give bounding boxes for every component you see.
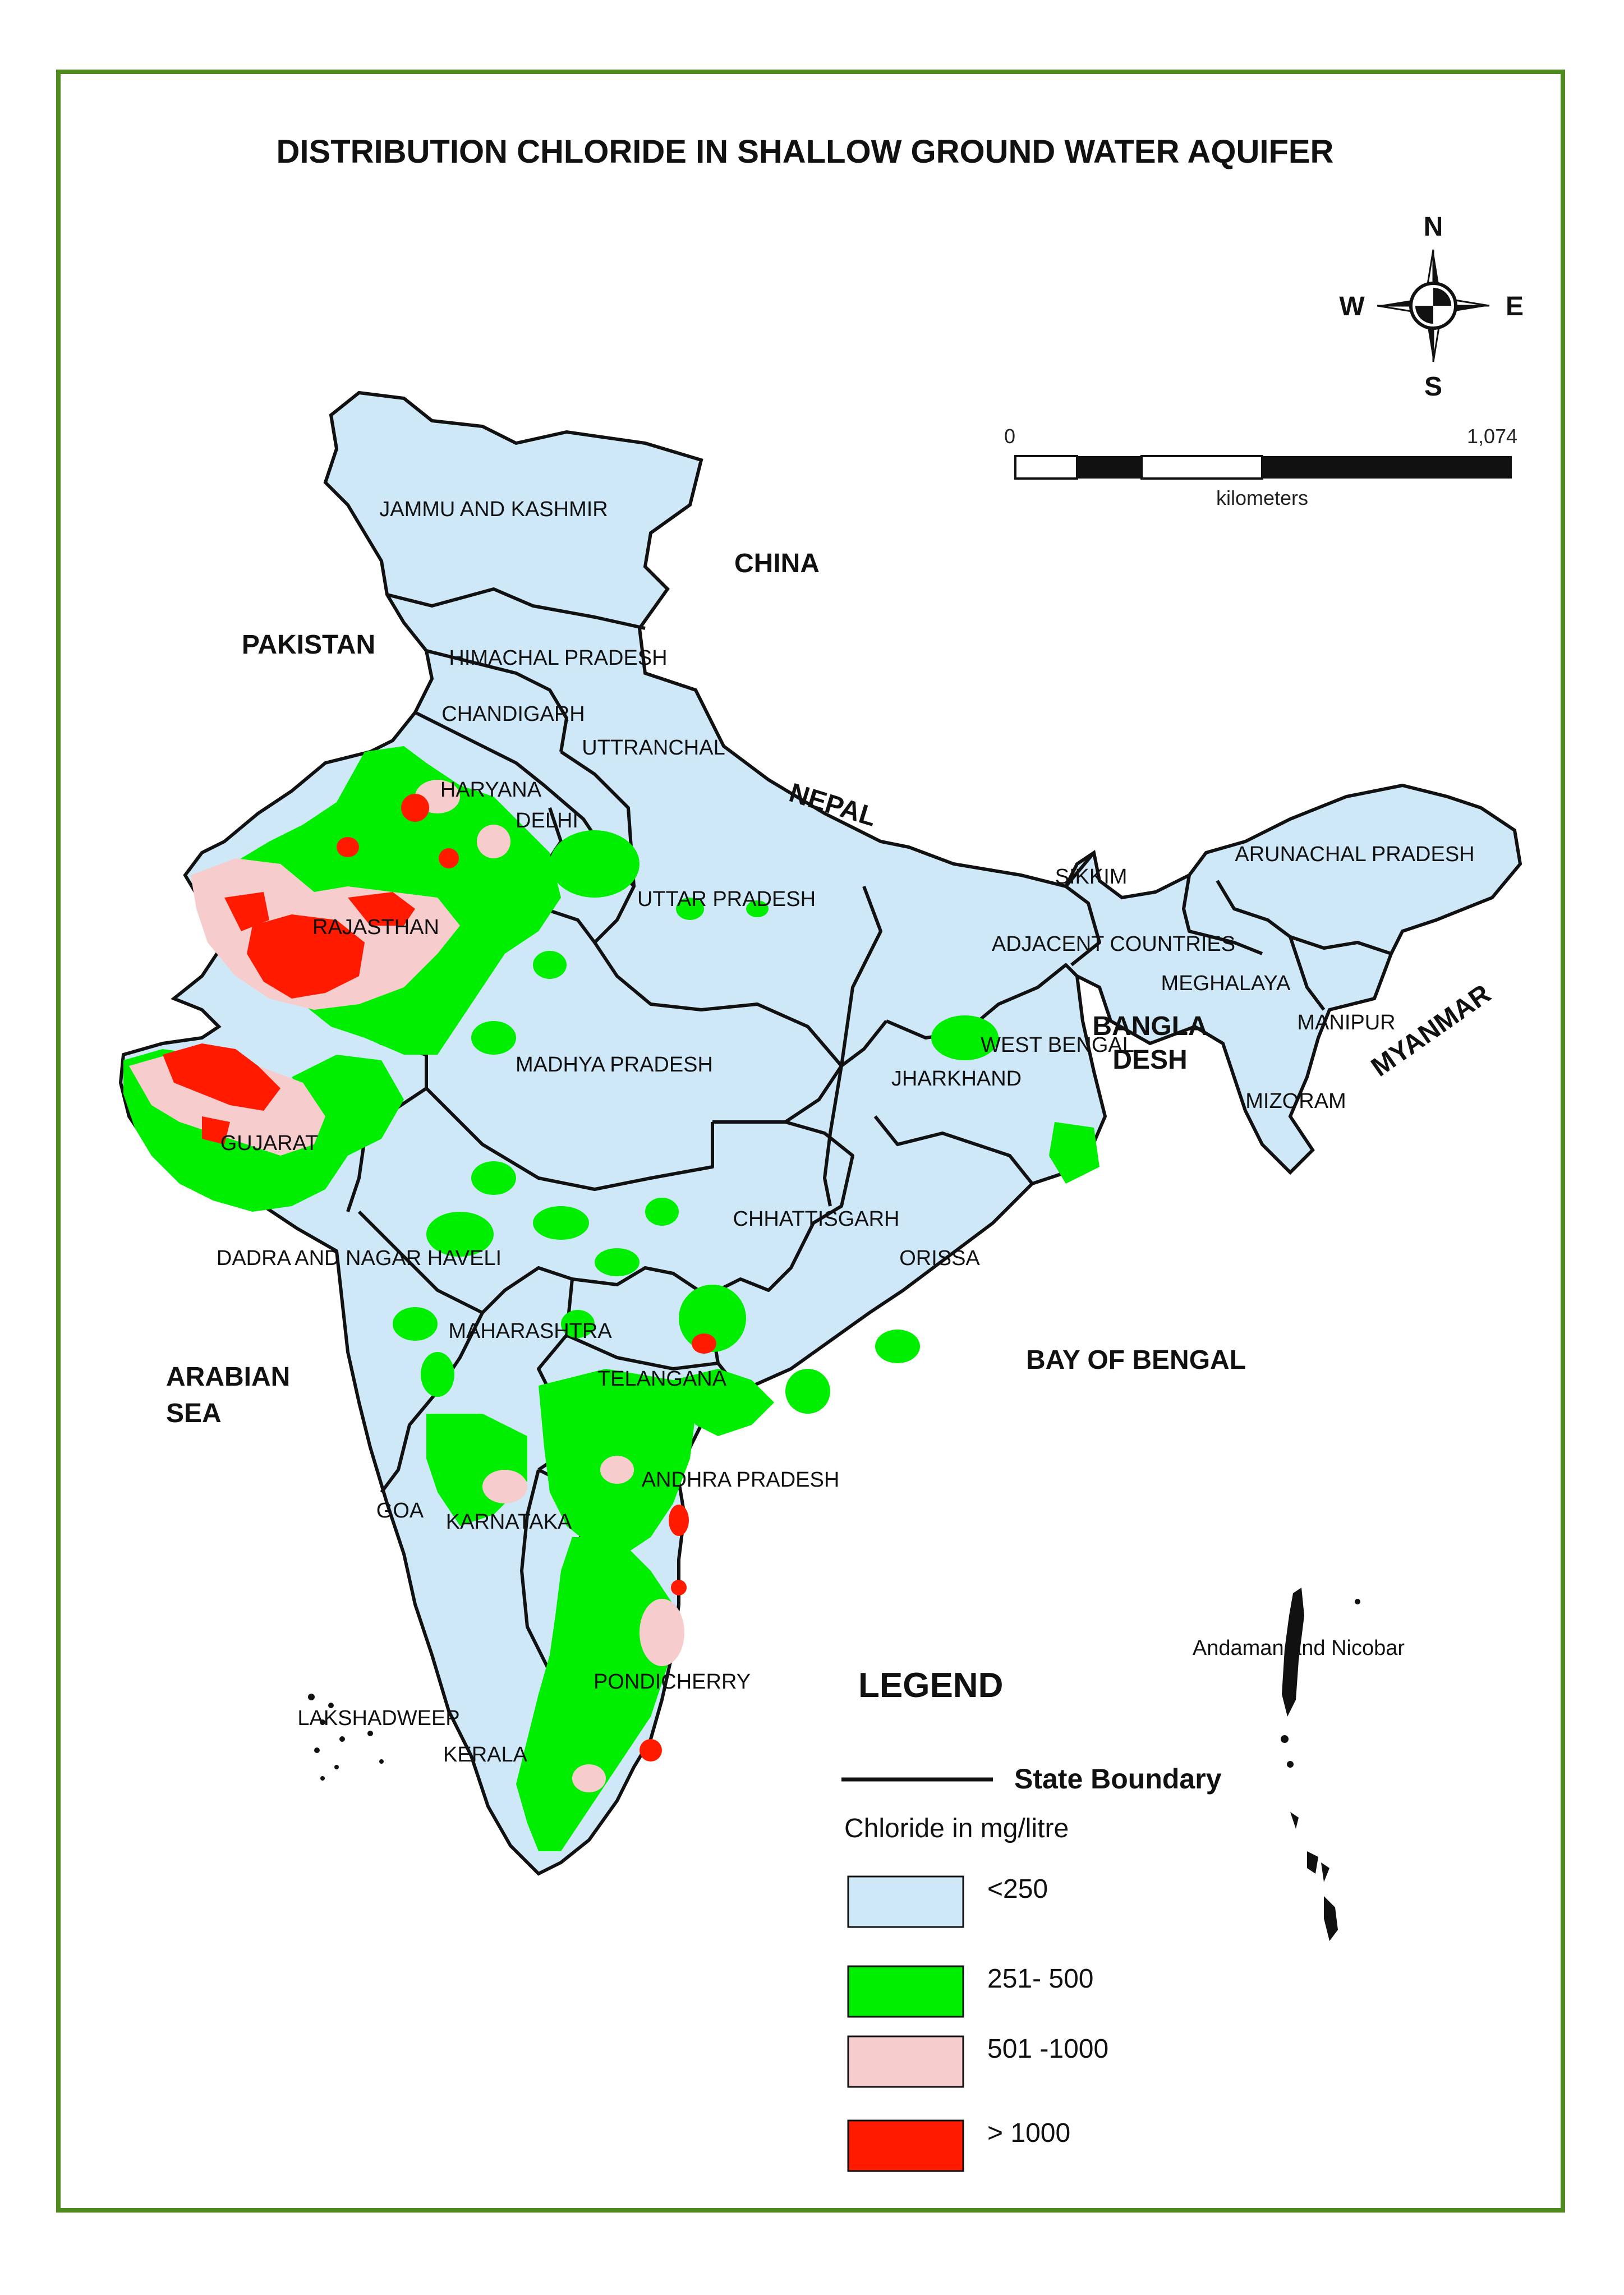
label-chhattisgarh: CHHATTISGARH bbox=[733, 1207, 900, 1231]
label-bangladesh-line2: DESH bbox=[1112, 1045, 1187, 1075]
label-himachal: HIMACHAL PRADESH bbox=[449, 646, 667, 670]
legend-subtitle: Chloride in mg/litre bbox=[844, 1814, 1069, 1843]
legend-class-label-2: 251- 500 bbox=[987, 1964, 1094, 1994]
legend-swatch-4 bbox=[847, 2119, 964, 2172]
scale-bar bbox=[1014, 455, 1512, 480]
scale-unit: kilometers bbox=[1216, 486, 1308, 509]
label-jammu-kashmir: JAMMU AND KASHMIR bbox=[379, 498, 608, 521]
map-title: DISTRIBUTION CHLORIDE IN SHALLOW GROUND … bbox=[277, 134, 1334, 170]
label-mizoram: MIZORAM bbox=[1245, 1089, 1346, 1113]
label-maharashtra: MAHARASHTRA bbox=[448, 1319, 612, 1343]
label-west-bengal: WEST BENGAL bbox=[981, 1033, 1134, 1057]
compass-east: E bbox=[1506, 292, 1524, 321]
label-arabian-sea-line1: ARABIAN bbox=[166, 1362, 290, 1392]
label-andaman-nicobar: Andaman and Nicobar bbox=[1193, 1636, 1405, 1660]
andaman-nicobar-islands bbox=[1281, 1588, 1360, 1941]
label-dadra-nagar-haveli: DADRA AND NAGAR HAVELI bbox=[217, 1247, 502, 1270]
label-pondicherry: PONDICHERRY bbox=[594, 1670, 751, 1694]
legend-swatch-2 bbox=[847, 1965, 964, 2018]
label-gujarat: GUJARAT bbox=[220, 1132, 319, 1155]
label-jharkhand: JHARKHAND bbox=[891, 1067, 1022, 1091]
label-adjacent-countries: ADJACENT COUNTRIES bbox=[992, 932, 1235, 956]
scale-start: 0 bbox=[1004, 425, 1015, 448]
label-china: CHINA bbox=[734, 549, 820, 578]
legend-swatches: <250 251- 500 501 -1000 > 1000 bbox=[847, 1874, 1108, 2172]
label-manipur: MANIPUR bbox=[1297, 1011, 1395, 1034]
label-orissa: ORISSA bbox=[899, 1247, 980, 1270]
scale-end: 1,074 bbox=[1467, 425, 1517, 448]
compass-west: W bbox=[1339, 292, 1365, 321]
legend-title: LEGEND bbox=[858, 1666, 1003, 1705]
legend-swatch-1 bbox=[847, 1875, 964, 1928]
label-chandigarh: CHANDIGARH bbox=[441, 702, 585, 726]
label-meghalaya: MEGHALAYA bbox=[1161, 972, 1291, 995]
label-karnataka: KARNATAKA bbox=[446, 1510, 572, 1534]
label-arunachal: ARUNACHAL PRADESH bbox=[1235, 843, 1474, 866]
label-madhya-pradesh: MADHYA PRADESH bbox=[516, 1053, 713, 1077]
compass-rose-icon bbox=[1377, 249, 1490, 362]
label-haryana: HARYANA bbox=[440, 778, 542, 802]
legend-boundary-label: State Boundary bbox=[1014, 1763, 1222, 1795]
label-goa: GOA bbox=[376, 1499, 424, 1523]
label-delhi: DELHI bbox=[516, 809, 578, 833]
label-andhra-pradesh: ANDHRA PRADESH bbox=[642, 1468, 840, 1492]
label-rajasthan: RAJASTHAN bbox=[312, 916, 439, 939]
legend-swatch-3 bbox=[847, 2035, 964, 2088]
compass-south: S bbox=[1424, 372, 1442, 402]
compass-north: N bbox=[1424, 212, 1443, 242]
label-telangana: TELANGANA bbox=[597, 1367, 727, 1391]
legend-class-label-1: <250 bbox=[987, 1874, 1048, 1904]
legend-class-label-3: 501 -1000 bbox=[987, 2034, 1108, 2064]
label-lakshadweep: LAKSHADWEEP bbox=[297, 1707, 459, 1730]
label-pakistan: PAKISTAN bbox=[242, 630, 375, 660]
label-sikkim: SIKKIM bbox=[1055, 865, 1128, 889]
label-uttranchal: UTTRANCHAL bbox=[582, 736, 725, 760]
chloride-zones-over-1000 bbox=[163, 794, 716, 1762]
label-uttar-pradesh: UTTAR PRADESH bbox=[637, 887, 816, 911]
label-bay-of-bengal: BAY OF BENGAL bbox=[1026, 1345, 1246, 1375]
label-bangladesh-line1: BANGLA bbox=[1092, 1011, 1207, 1041]
map-frame bbox=[56, 70, 1565, 2213]
label-kerala: KERALA bbox=[443, 1743, 528, 1767]
lakshadweep-islands bbox=[308, 1694, 384, 1781]
label-arabian-sea-line2: SEA bbox=[166, 1399, 222, 1428]
legend-class-label-4: > 1000 bbox=[987, 2118, 1070, 2148]
